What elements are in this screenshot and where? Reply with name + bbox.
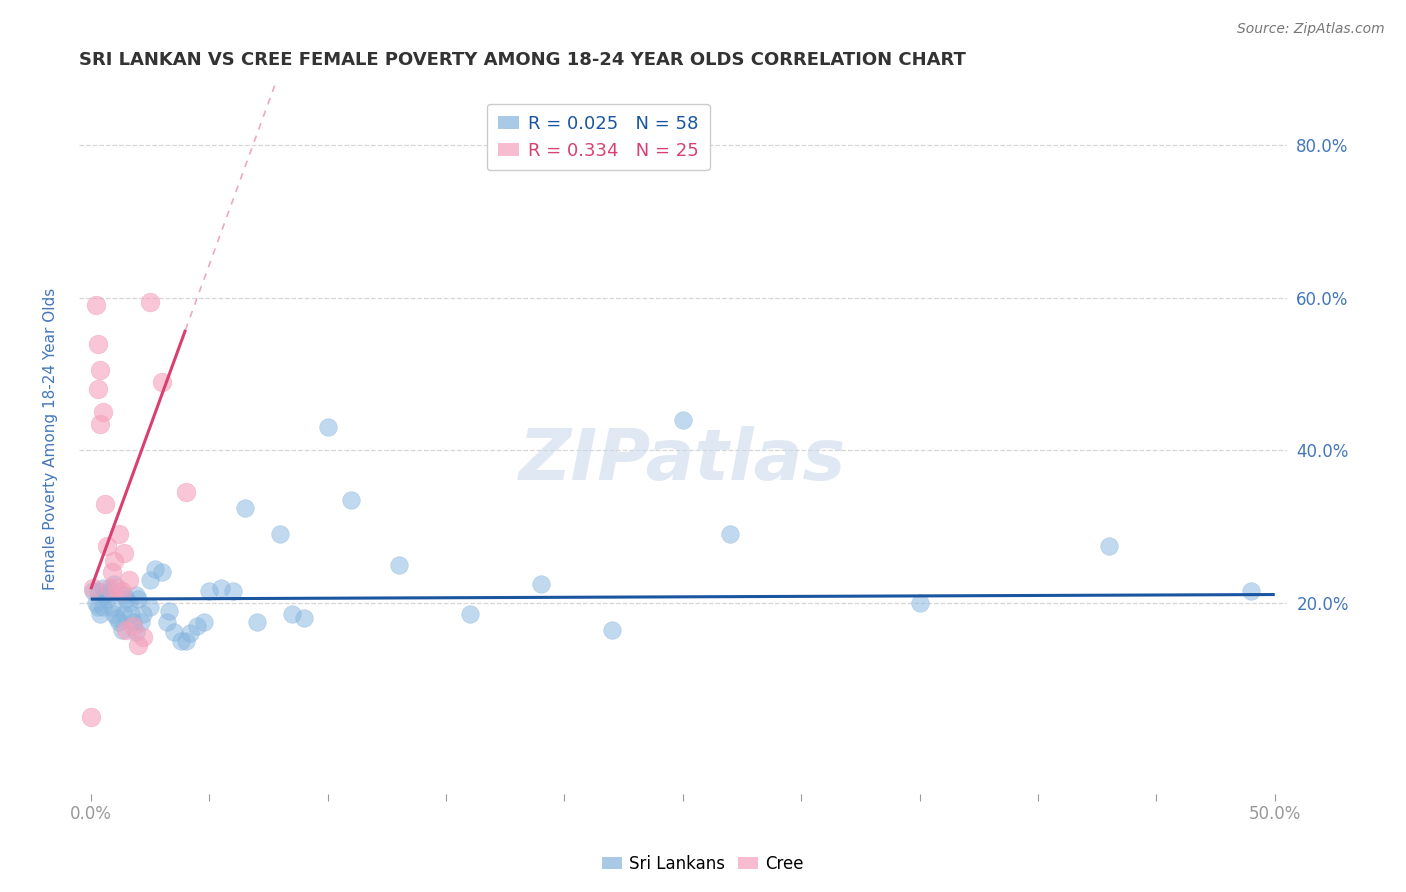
Point — [103, 554, 125, 568]
Point — [672, 413, 695, 427]
Text: SRI LANKAN VS CREE FEMALE POVERTY AMONG 18-24 YEAR OLDS CORRELATION CHART: SRI LANKAN VS CREE FEMALE POVERTY AMONG … — [79, 51, 966, 69]
Point — [87, 336, 110, 351]
Point — [96, 539, 118, 553]
Point — [103, 607, 125, 622]
Point — [245, 615, 267, 629]
Point — [105, 611, 128, 625]
Point — [112, 607, 135, 622]
Point — [105, 581, 128, 595]
Point — [115, 623, 138, 637]
Point — [530, 577, 553, 591]
Point — [186, 619, 208, 633]
Point — [157, 603, 180, 617]
Point — [120, 607, 142, 622]
Point — [388, 558, 411, 572]
Point — [139, 294, 162, 309]
Point — [94, 588, 117, 602]
Point — [316, 420, 339, 434]
Point — [110, 623, 132, 637]
Point — [91, 405, 114, 419]
Point — [340, 492, 363, 507]
Point — [269, 527, 291, 541]
Legend: Sri Lankans, Cree: Sri Lankans, Cree — [596, 848, 810, 880]
Point — [139, 599, 162, 614]
Point — [193, 615, 215, 629]
Point — [143, 561, 166, 575]
Point — [89, 417, 111, 431]
Text: Source: ZipAtlas.com: Source: ZipAtlas.com — [1237, 22, 1385, 37]
Point — [233, 500, 256, 515]
Point — [155, 615, 177, 629]
Point — [108, 527, 131, 541]
Point — [132, 630, 155, 644]
Point — [458, 607, 481, 622]
Point — [122, 619, 145, 633]
Point — [150, 566, 173, 580]
Point — [118, 596, 141, 610]
Point — [150, 375, 173, 389]
Point — [163, 624, 186, 639]
Point — [209, 581, 232, 595]
Point — [101, 566, 124, 580]
Point — [82, 584, 104, 599]
Point — [292, 611, 315, 625]
Point — [127, 592, 149, 607]
Point — [87, 382, 110, 396]
Point — [89, 607, 111, 622]
Point — [174, 634, 197, 648]
Point — [87, 584, 110, 599]
Point — [82, 581, 104, 595]
Point — [110, 584, 132, 599]
Point — [91, 599, 114, 614]
Point — [112, 588, 135, 602]
Point — [179, 626, 201, 640]
Point — [908, 596, 931, 610]
Point — [101, 599, 124, 614]
Point — [80, 710, 103, 724]
Point — [103, 577, 125, 591]
Point — [1098, 539, 1121, 553]
Point — [118, 573, 141, 587]
Point — [198, 584, 221, 599]
Y-axis label: Female Poverty Among 18-24 Year Olds: Female Poverty Among 18-24 Year Olds — [44, 288, 58, 590]
Text: ZIPatlas: ZIPatlas — [519, 425, 846, 495]
Point — [84, 596, 107, 610]
Point — [108, 615, 131, 629]
Point — [98, 581, 121, 595]
Point — [94, 497, 117, 511]
Point — [222, 584, 245, 599]
Point — [718, 527, 741, 541]
Point — [91, 581, 114, 595]
Legend: R = 0.025   N = 58, R = 0.334   N = 25: R = 0.025 N = 58, R = 0.334 N = 25 — [486, 103, 710, 170]
Point — [125, 588, 148, 602]
Point — [112, 546, 135, 560]
Point — [89, 363, 111, 377]
Point — [139, 573, 162, 587]
Point — [174, 485, 197, 500]
Point — [129, 615, 152, 629]
Point — [170, 634, 193, 648]
Point — [96, 592, 118, 607]
Point — [281, 607, 304, 622]
Point — [122, 615, 145, 629]
Point — [98, 584, 121, 599]
Point — [84, 298, 107, 312]
Point — [127, 638, 149, 652]
Point — [600, 623, 623, 637]
Point — [125, 624, 148, 639]
Point — [1240, 584, 1263, 599]
Point — [115, 592, 138, 607]
Point — [87, 599, 110, 614]
Point — [132, 607, 155, 622]
